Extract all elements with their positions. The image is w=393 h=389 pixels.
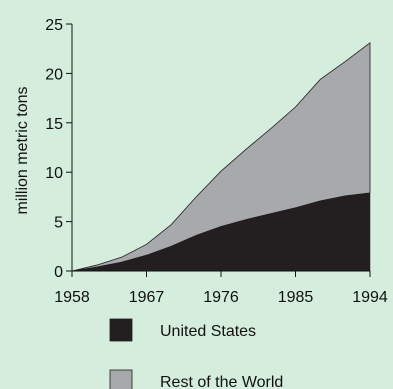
- x-axis-ticks: 1958 1967 1976 1985 1994: [54, 271, 388, 306]
- x-tick-label: 1976: [203, 289, 239, 306]
- legend-label-united-states: United States: [160, 323, 256, 340]
- y-tick-label: 0: [54, 264, 63, 281]
- legend-swatch-rest-of-the-world: [109, 369, 133, 389]
- area-series-group: [71, 41, 371, 272]
- y-tick-label: 25: [45, 17, 63, 34]
- area-rest-of-the-world: [71, 41, 371, 272]
- y-axis-ticks: 0 5 10 15 20 25: [45, 17, 72, 281]
- y-tick-label: 15: [45, 116, 63, 133]
- legend-swatch-united-states: [109, 318, 133, 342]
- x-tick-label: 1985: [278, 289, 314, 306]
- y-axis-title: million metric tons: [14, 86, 31, 214]
- legend: United States Rest of the World: [109, 318, 283, 389]
- x-tick-label: 1994: [352, 289, 388, 306]
- x-tick-label: 1967: [129, 289, 165, 306]
- y-tick-label: 5: [54, 215, 63, 232]
- y-tick-label: 10: [45, 165, 63, 182]
- y-tick-label: 20: [45, 66, 63, 83]
- plot-area: 0 5 10 15 20 25 1958 1967 1976 1985 1994: [45, 17, 388, 306]
- legend-label-rest-of-the-world: Rest of the World: [160, 374, 283, 389]
- x-tick-label: 1958: [54, 289, 90, 306]
